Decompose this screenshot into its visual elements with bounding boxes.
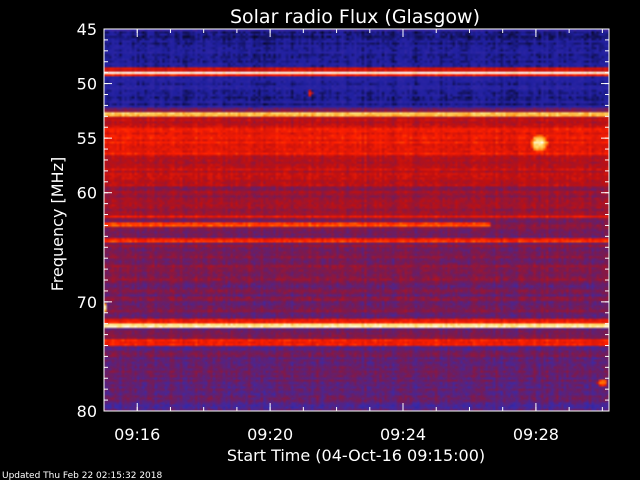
x-tick-label: 09:16 [114, 425, 160, 444]
y-tick-label: 80 [77, 402, 97, 421]
y-tick-label: 50 [77, 75, 97, 94]
y-tick-label: 55 [77, 129, 97, 148]
plot-frame [103, 28, 610, 412]
y-tick-label: 45 [77, 20, 97, 39]
x-tick-label: 09:20 [247, 425, 293, 444]
x-axis-title: Start Time (04-Oct-16 09:15:00) [227, 446, 485, 465]
y-axis-title: Frequency [MHz] [48, 157, 67, 291]
spectrogram-image [104, 29, 609, 411]
updated-timestamp: Updated Thu Feb 22 02:15:32 2018 [2, 471, 163, 480]
y-tick-label: 70 [77, 293, 97, 312]
y-tick-label: 60 [77, 184, 97, 203]
chart-title: Solar radio Flux (Glasgow) [230, 6, 480, 28]
axes [103, 28, 610, 412]
x-tick-label: 09:24 [380, 425, 426, 444]
x-tick-label: 09:28 [513, 425, 559, 444]
tick-labels: 09:16 09:20 09:24 09:28 45 50 55 60 70 80 [77, 20, 559, 444]
heatmap-plot-area [104, 29, 609, 411]
